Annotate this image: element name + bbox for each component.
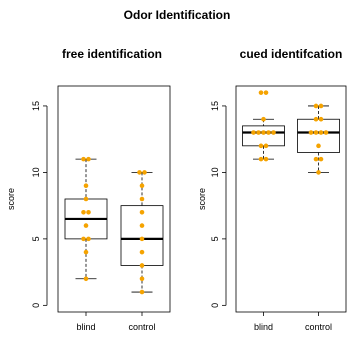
data-point bbox=[308, 130, 314, 135]
plot-frame bbox=[57, 85, 171, 313]
data-point bbox=[139, 223, 145, 228]
panel-title: cued identifcation bbox=[240, 47, 343, 61]
iqr-box bbox=[242, 125, 285, 147]
box-control bbox=[120, 172, 164, 293]
data-point bbox=[266, 130, 271, 135]
data-point bbox=[86, 236, 91, 242]
y-tick-label: 10 bbox=[31, 167, 41, 177]
data-point bbox=[251, 130, 256, 135]
data-point bbox=[83, 196, 89, 202]
x-tick-label: blind bbox=[76, 322, 95, 332]
data-point bbox=[261, 116, 266, 122]
data-point bbox=[83, 183, 89, 189]
data-point bbox=[313, 130, 319, 135]
data-point bbox=[137, 170, 142, 175]
data-point bbox=[271, 130, 276, 135]
data-point bbox=[86, 156, 91, 162]
y-tick-label: 0 bbox=[31, 303, 41, 308]
data-point bbox=[263, 156, 269, 162]
data-point bbox=[263, 90, 269, 95]
y-axis-label: score bbox=[6, 188, 16, 210]
data-point bbox=[258, 156, 264, 162]
data-point bbox=[316, 143, 321, 149]
iqr-box bbox=[120, 205, 164, 266]
data-point bbox=[83, 223, 89, 228]
iqr-box bbox=[297, 118, 340, 153]
data-point bbox=[139, 249, 145, 255]
data-point bbox=[139, 276, 145, 282]
data-point bbox=[81, 209, 86, 215]
data-point bbox=[139, 196, 145, 202]
y-tick-label: 5 bbox=[31, 236, 41, 241]
data-point bbox=[256, 130, 261, 135]
data-point bbox=[318, 116, 324, 122]
y-tick-label: 15 bbox=[210, 101, 220, 111]
data-point bbox=[83, 249, 89, 255]
chart-panel-1: free identification 0 5 10 15 score blind contr… bbox=[6, 47, 171, 332]
x-tick-label: control bbox=[128, 322, 155, 332]
data-point bbox=[313, 116, 319, 122]
data-point bbox=[313, 156, 319, 162]
data-point bbox=[139, 263, 145, 268]
y-axis-label: score bbox=[197, 188, 207, 210]
data-point bbox=[139, 209, 145, 215]
data-point bbox=[316, 170, 321, 175]
y-tick-label: 10 bbox=[210, 167, 220, 177]
data-point bbox=[261, 130, 266, 135]
data-point bbox=[258, 90, 264, 95]
data-point bbox=[263, 143, 269, 149]
y-tick-label: 5 bbox=[210, 236, 220, 241]
data-point bbox=[81, 156, 86, 162]
box-control bbox=[297, 105, 340, 173]
box-blind bbox=[64, 158, 108, 280]
data-point bbox=[83, 276, 89, 282]
x-tick-label: blind bbox=[254, 322, 273, 332]
data-point bbox=[142, 170, 147, 175]
data-point bbox=[318, 156, 324, 162]
data-point bbox=[258, 143, 264, 149]
x-tick-label: control bbox=[305, 322, 332, 332]
figure-title: Odor Identification bbox=[123, 8, 231, 22]
data-point bbox=[318, 130, 324, 135]
plot-frame bbox=[235, 85, 347, 313]
data-point bbox=[139, 183, 145, 189]
data-point bbox=[313, 103, 319, 109]
y-tick-label: 15 bbox=[31, 101, 41, 111]
data-point bbox=[86, 209, 91, 215]
data-point bbox=[81, 236, 86, 242]
data-point bbox=[318, 103, 324, 109]
y-tick-label: 0 bbox=[210, 303, 220, 308]
chart-panel-2: cued identifcation 0 5 10 15 score blind contro… bbox=[197, 47, 347, 332]
data-point bbox=[139, 236, 145, 242]
data-point bbox=[139, 289, 145, 295]
data-point bbox=[323, 130, 329, 135]
panel-title: free identification bbox=[62, 47, 162, 61]
box-blind bbox=[242, 118, 285, 160]
